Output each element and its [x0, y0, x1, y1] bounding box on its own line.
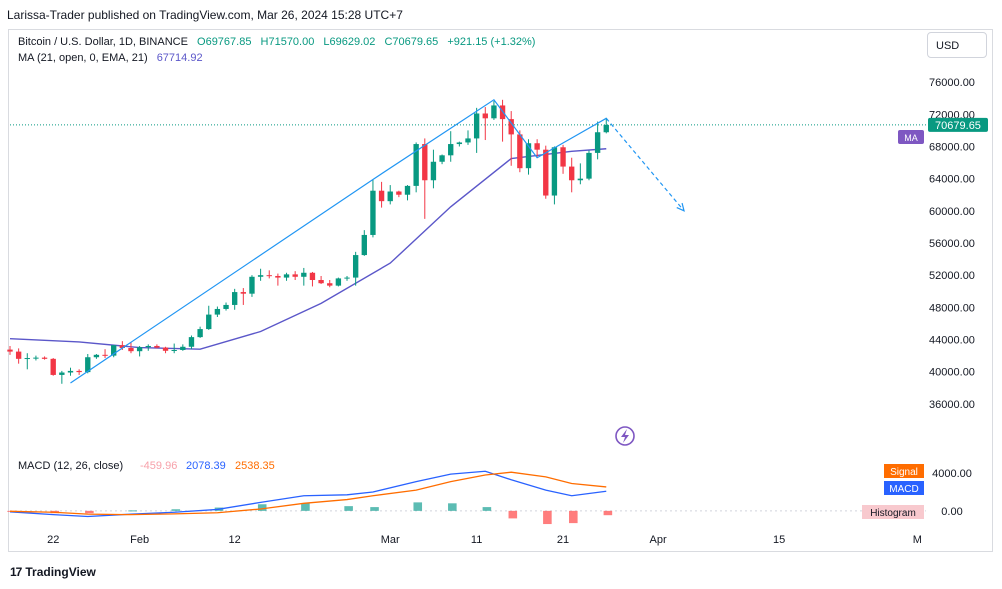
ohlc-low: L69629.02 [323, 36, 376, 48]
currency-button[interactable]: USD [927, 32, 987, 58]
symbol-title[interactable]: Bitcoin / U.S. Dollar, 1D, BINANCE [18, 36, 188, 48]
footer-brand[interactable]: 17 TradingView [10, 565, 96, 579]
ohlc-change: +921.15 (+1.32%) [447, 36, 536, 48]
symbol-legend: Bitcoin / U.S. Dollar, 1D, BINANCE O6976… [18, 36, 541, 48]
tradingview-logo-icon: 17 [10, 565, 22, 579]
chart-frame [8, 29, 993, 552]
ma-value: 67714.92 [156, 52, 203, 64]
ma-label[interactable]: MA (21, open, 0, EMA, 21) [18, 52, 148, 64]
ohlc-open: O69767.85 [197, 36, 252, 48]
ohlc-high: H71570.00 [260, 36, 315, 48]
ohlc-close: C70679.65 [384, 36, 439, 48]
publisher-line: Larissa-Trader published on TradingView.… [7, 8, 403, 22]
ma-legend: MA (21, open, 0, EMA, 21) 67714.92 [18, 52, 209, 64]
footer-brand-name: TradingView [25, 565, 96, 579]
